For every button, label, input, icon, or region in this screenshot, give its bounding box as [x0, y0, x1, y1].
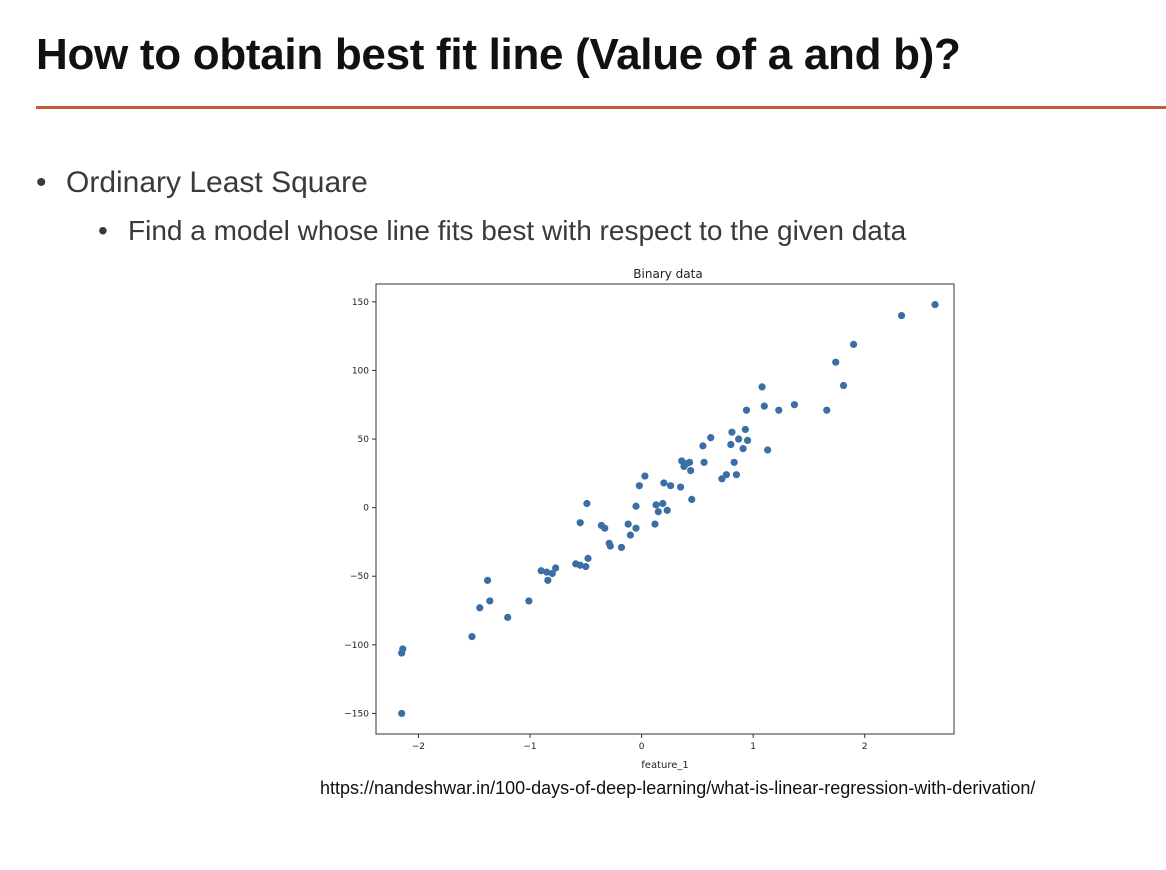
- data-point: [663, 506, 671, 514]
- data-point: [576, 561, 584, 569]
- data-point: [504, 613, 512, 621]
- data-point: [758, 383, 766, 391]
- y-tick-label: 50: [358, 435, 370, 445]
- bullet-glyph: •: [98, 215, 108, 246]
- x-tick-label: −1: [523, 742, 536, 752]
- data-point: [626, 531, 635, 539]
- data-point: [399, 645, 407, 653]
- data-point: [685, 458, 694, 466]
- y-tick-label: 0: [363, 504, 369, 514]
- chart-title: Binary data: [633, 267, 702, 281]
- data-point: [732, 471, 741, 479]
- data-point: [823, 406, 831, 414]
- bullet-level-1-text: Ordinary Least Square: [66, 166, 368, 199]
- bullet-level-2-text: Find a model whose line fits best with r…: [128, 215, 907, 246]
- data-point: [727, 440, 735, 449]
- data-point: [617, 543, 626, 552]
- data-point: [849, 340, 858, 348]
- data-point: [635, 482, 643, 490]
- data-point: [764, 446, 772, 454]
- y-tick-label: −50: [350, 572, 369, 582]
- bullet-glyph: •: [36, 166, 47, 199]
- y-tick-label: 100: [352, 366, 369, 376]
- data-point: [687, 466, 695, 475]
- data-point: [552, 564, 560, 572]
- data-point: [699, 442, 707, 450]
- data-point: [897, 311, 906, 320]
- data-point: [741, 425, 749, 434]
- data-point: [652, 501, 660, 509]
- data-point: [743, 436, 752, 445]
- x-tick-label: 0: [639, 742, 645, 752]
- title-divider: [36, 106, 1166, 109]
- data-point: [548, 569, 556, 578]
- data-point: [583, 499, 591, 508]
- data-point: [624, 520, 632, 528]
- data-point: [700, 458, 708, 466]
- data-point: [790, 401, 799, 409]
- data-point: [688, 495, 696, 503]
- data-point: [601, 524, 609, 532]
- data-point: [468, 632, 476, 641]
- data-point: [739, 445, 747, 453]
- data-point: [832, 358, 840, 366]
- data-point: [398, 709, 406, 718]
- slide-title: How to obtain best fit line (Value of a …: [36, 30, 961, 79]
- data-point: [606, 542, 614, 550]
- data-point: [730, 458, 738, 466]
- chart-svg: Binary data −2 −1 0 1 2−150−100−50050100150 …: [344, 267, 955, 771]
- bullet-level-1: • Ordinary Least Square: [36, 166, 368, 200]
- data-point: [537, 567, 545, 575]
- data-point: [632, 524, 640, 532]
- data-point: [722, 471, 730, 479]
- data-point: [760, 402, 768, 410]
- data-point: [525, 597, 533, 605]
- data-point: [839, 381, 848, 390]
- data-point: [641, 472, 649, 480]
- data-point: [775, 406, 783, 414]
- source-url[interactable]: https://nandeshwar.in/100-days-of-deep-l…: [320, 778, 1036, 798]
- data-point: [486, 597, 494, 605]
- data-point: [476, 604, 484, 612]
- data-point: [483, 576, 492, 584]
- x-axis-label: feature_1: [641, 760, 688, 771]
- x-tick-label: 2: [862, 742, 868, 752]
- data-point: [660, 479, 668, 487]
- x-tick-label: −2: [412, 742, 425, 752]
- y-tick-label: 150: [352, 298, 369, 308]
- data-point: [632, 502, 640, 510]
- x-tick-label: 1: [750, 742, 756, 752]
- data-point: [576, 519, 584, 527]
- scatter-chart: Binary data −2 −1 0 1 2 −150 −100 −50 0 50 100 150 …: [320, 262, 960, 777]
- data-point: [666, 482, 675, 490]
- data-point: [735, 435, 743, 443]
- data-point: [654, 508, 662, 516]
- data-point: [742, 406, 751, 414]
- data-point: [543, 568, 551, 576]
- data-point: [584, 554, 592, 562]
- data-point: [707, 434, 715, 442]
- data-point: [677, 483, 685, 491]
- data-point: [659, 499, 667, 508]
- data-point: [728, 428, 736, 436]
- data-point: [651, 520, 659, 528]
- data-point: [582, 563, 590, 571]
- data-point: [931, 300, 939, 309]
- data-point: [544, 576, 552, 584]
- y-tick-label: −100: [344, 641, 369, 651]
- y-tick-label: −150: [344, 709, 369, 719]
- bullet-level-2: • Find a model whose line fits best with …: [98, 215, 906, 247]
